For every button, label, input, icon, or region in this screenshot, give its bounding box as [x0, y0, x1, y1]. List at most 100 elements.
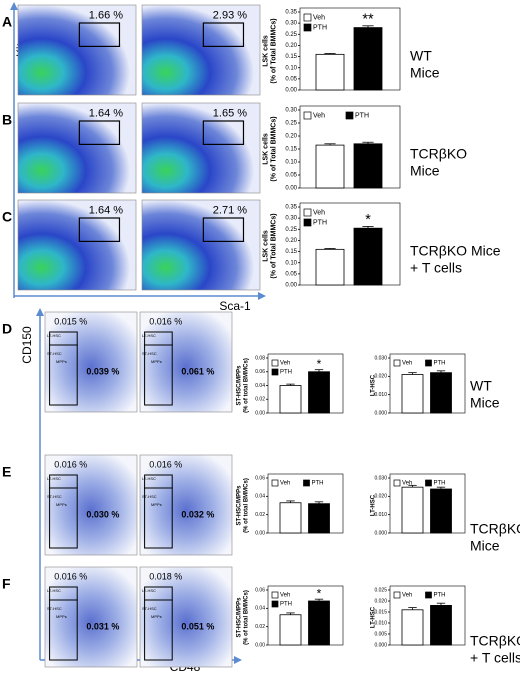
flow-plot — [141, 4, 261, 96]
y-tick-label: 0.030 — [374, 475, 387, 481]
y-tick-label: 0.30 — [285, 21, 297, 27]
legend-label: Veh — [313, 14, 325, 21]
y-tick-label: 0.25 — [285, 121, 297, 127]
legend-label: Veh — [313, 209, 325, 216]
legend-label: Veh — [402, 361, 412, 367]
gate-label: 0.061 % — [181, 366, 214, 376]
plot-frame — [299, 7, 401, 91]
y-axis-label: (% of total BMMCs) — [244, 358, 250, 413]
y-tick-label: 0.05 — [285, 173, 297, 179]
legend-swatch — [271, 591, 279, 599]
y-tick-label: 0.02 — [255, 624, 265, 630]
x-axis-label: Sca-1 — [219, 299, 251, 313]
legend-swatch — [303, 23, 312, 32]
bar — [353, 227, 383, 286]
bar — [430, 372, 452, 414]
group-label: + T cells — [410, 260, 462, 276]
flow-plot — [44, 454, 138, 556]
y-axis-label: CD150 — [20, 326, 34, 364]
plot-frame — [267, 473, 344, 534]
y-tick-label: 0.10 — [285, 65, 297, 71]
y-axis-label: LSK cells — [262, 35, 269, 67]
gate-label: 1.64 % — [89, 205, 123, 217]
gate-name: MPPs — [151, 614, 162, 619]
panel-letter: C — [2, 209, 12, 225]
gate-name: MPPs — [151, 502, 162, 507]
y-tick-label: 0.04 — [255, 383, 265, 389]
legend-label: PTH — [434, 593, 446, 599]
legend-swatch — [425, 591, 432, 599]
annotation: * — [317, 586, 322, 600]
legend-swatch — [425, 359, 432, 367]
y-tick-label: 0.00 — [285, 186, 297, 192]
plot-frame — [389, 585, 466, 646]
y-axis-label: LT-HSC — [371, 494, 377, 516]
bar — [308, 503, 330, 534]
gate-name: MPPs — [56, 614, 67, 619]
flow-plot — [17, 4, 137, 96]
legend-label: Veh — [280, 593, 290, 599]
group-label: Mice — [410, 163, 440, 179]
y-tick-label: 0.20 — [285, 43, 297, 49]
group-label: WT — [410, 48, 432, 64]
y-axis-label: LT-HSC — [371, 374, 377, 396]
gate-name: MPPs — [56, 502, 67, 507]
gate-label: 0.051 % — [181, 621, 214, 631]
bar — [315, 144, 345, 189]
gate-name: ST-HSC — [142, 606, 157, 611]
y-axis-label: LSK cells — [262, 133, 269, 165]
y-axis-label: LT-HSC — [371, 606, 377, 628]
annotation: ** — [362, 12, 374, 28]
gate-label: 0.015 % — [54, 316, 87, 326]
annotation: * — [317, 357, 322, 371]
y-tick-label: 0.20 — [285, 134, 297, 140]
y-axis-label: (% of Total BMMCs) — [270, 213, 277, 278]
legend-swatch — [271, 600, 279, 608]
gate — [202, 120, 245, 145]
gate-label: 1.66 % — [89, 10, 123, 22]
y-tick-label: 0.000 — [374, 642, 387, 648]
y-tick-label: 0.00 — [285, 88, 297, 94]
y-tick-label: 0.05 — [285, 76, 297, 82]
y-tick-label: 0.15 — [285, 249, 297, 255]
gate — [144, 599, 173, 661]
bar — [430, 488, 452, 534]
y-tick-label: 0.000 — [374, 530, 387, 536]
legend-swatch — [303, 218, 312, 227]
legend-label: Veh — [402, 481, 412, 487]
bar — [353, 143, 383, 189]
legend-swatch — [271, 479, 279, 487]
gate-label: 2.71 % — [213, 205, 247, 217]
group-label: WT — [470, 378, 492, 394]
y-tick-label: 0.08 — [255, 355, 265, 361]
legend-label: PTH — [312, 481, 324, 487]
legend-label: Veh — [280, 361, 290, 367]
gate — [49, 487, 78, 549]
group-label: Mice — [470, 538, 500, 554]
gate-name: LT-HSC — [47, 588, 61, 593]
y-tick-label: 0.10 — [285, 160, 297, 166]
y-axis-label: LSK cells — [262, 230, 269, 262]
plot-frame — [389, 473, 466, 534]
plot-frame — [267, 353, 344, 414]
legend-swatch — [393, 591, 401, 599]
gate-label: 0.032 % — [181, 509, 214, 519]
legend-label: PTH — [313, 24, 327, 31]
gate-label: 2.93 % — [213, 10, 247, 22]
legend-label: PTH — [434, 481, 446, 487]
legend-label: Veh — [313, 112, 325, 119]
legend-swatch — [345, 111, 354, 120]
panel-letter: F — [2, 576, 11, 592]
gate-label: 1.65 % — [213, 108, 247, 120]
y-tick-label: 0.00 — [285, 283, 297, 289]
gate — [144, 344, 173, 406]
y-tick-label: 0.30 — [285, 216, 297, 222]
bar — [279, 502, 302, 534]
y-tick-label: 0.05 — [285, 271, 297, 277]
group-label: TCRβKO — [410, 146, 467, 162]
y-tick-label: 0.35 — [285, 10, 297, 16]
gate-name: ST-HSC — [142, 494, 157, 499]
legend-label: PTH — [355, 112, 369, 119]
y-tick-label: 0.20 — [285, 238, 297, 244]
